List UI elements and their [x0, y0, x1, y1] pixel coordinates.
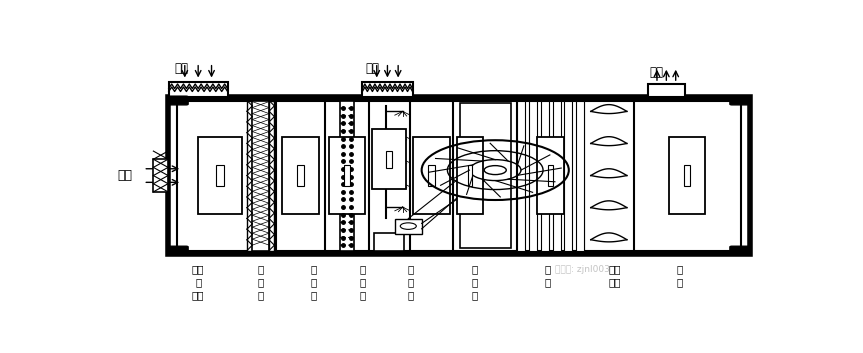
Text: 混初
效
合段: 混初 效 合段: [192, 264, 205, 300]
Bar: [548, 165, 553, 186]
Bar: [468, 165, 472, 186]
Bar: [269, 101, 274, 251]
Bar: [373, 129, 406, 189]
Text: 中
段: 中 段: [545, 264, 551, 287]
Bar: [517, 101, 526, 251]
Text: 微信号: zjnl003: 微信号: zjnl003: [555, 265, 610, 274]
Bar: [460, 103, 511, 248]
Bar: [252, 101, 269, 251]
FancyBboxPatch shape: [167, 96, 188, 105]
Bar: [564, 101, 572, 251]
Bar: [552, 101, 561, 251]
Bar: [386, 151, 392, 168]
Bar: [362, 82, 413, 97]
Bar: [198, 137, 242, 214]
Bar: [648, 84, 684, 97]
Bar: [154, 159, 168, 192]
Text: 加
热
段: 加 热 段: [311, 264, 317, 300]
Bar: [541, 101, 549, 251]
Bar: [169, 82, 228, 97]
Bar: [529, 101, 537, 251]
Text: 出风: 出风: [650, 66, 664, 79]
Text: 表
冷
段: 表 冷 段: [407, 264, 414, 300]
Bar: [395, 219, 422, 234]
Bar: [343, 165, 350, 186]
Bar: [669, 137, 705, 214]
Text: 装中
效段: 装中 效段: [608, 264, 621, 287]
Bar: [413, 137, 450, 214]
Text: 表
冷
段: 表 冷 段: [257, 264, 263, 300]
Text: 新风: 新风: [117, 169, 132, 182]
Bar: [576, 101, 584, 251]
Bar: [683, 165, 690, 186]
Text: 风
机
段: 风 机 段: [471, 264, 477, 300]
Text: 加
湿
段: 加 湿 段: [360, 264, 366, 300]
Bar: [216, 165, 224, 186]
Bar: [375, 233, 404, 251]
Bar: [329, 137, 365, 214]
Bar: [247, 101, 252, 251]
Bar: [168, 97, 750, 255]
Bar: [538, 137, 564, 214]
Bar: [178, 101, 740, 251]
Bar: [282, 137, 318, 214]
Text: 回风: 回风: [174, 62, 189, 75]
Bar: [428, 165, 435, 186]
FancyBboxPatch shape: [730, 96, 752, 105]
Text: 出
段: 出 段: [677, 264, 683, 287]
Bar: [340, 101, 355, 251]
Text: 回风: 回风: [365, 62, 380, 75]
FancyBboxPatch shape: [167, 246, 188, 255]
FancyBboxPatch shape: [730, 246, 752, 255]
Bar: [297, 165, 304, 186]
Bar: [457, 137, 483, 214]
